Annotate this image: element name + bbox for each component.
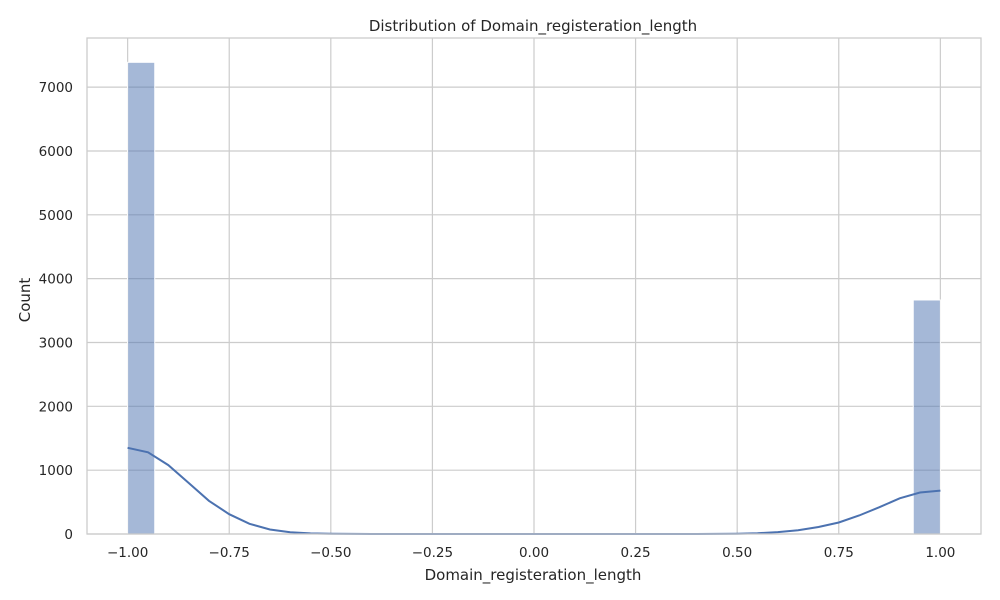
x-tick-label-2: −0.50 [310, 545, 351, 561]
y-axis-label: Count [16, 278, 34, 323]
y-tick-label-2: 2000 [39, 399, 73, 415]
x-tick-labels: −1.00 −0.75 −0.50 −0.25 0.00 0.25 0.50 0.75 1.00 [107, 545, 955, 561]
plot-frame [86, 37, 982, 535]
histogram-bar-1 [912, 299, 941, 535]
x-tick-label-8: 1.00 [925, 545, 955, 561]
x-tick-label-3: −0.25 [412, 545, 453, 561]
y-tick-label-6: 6000 [39, 144, 73, 160]
y-tick-label-7: 7000 [39, 80, 73, 96]
y-tick-labels: 0 1000 2000 3000 4000 5000 6000 7000 [39, 80, 73, 543]
histogram-bars [127, 61, 941, 535]
x-tick-label-4: 0.00 [519, 545, 549, 561]
histogram-bar-0 [127, 61, 156, 535]
x-tick-label-1: −0.75 [209, 545, 250, 561]
x-tick-label-7: 0.75 [824, 545, 854, 561]
grid-lines [87, 38, 981, 535]
x-tick-label-0: −1.00 [107, 545, 148, 561]
y-tick-label-5: 5000 [39, 208, 73, 224]
y-tick-label-0: 0 [64, 527, 73, 543]
chart-title: Distribution of Domain_registeration_len… [369, 17, 697, 36]
x-tick-label-6: 0.50 [722, 545, 752, 561]
y-tick-label-3: 3000 [39, 335, 73, 351]
x-tick-label-5: 0.25 [621, 545, 651, 561]
y-tick-label-4: 4000 [39, 272, 73, 288]
x-axis-label: Domain_registeration_length [425, 566, 642, 585]
y-tick-label-1: 1000 [39, 463, 73, 479]
